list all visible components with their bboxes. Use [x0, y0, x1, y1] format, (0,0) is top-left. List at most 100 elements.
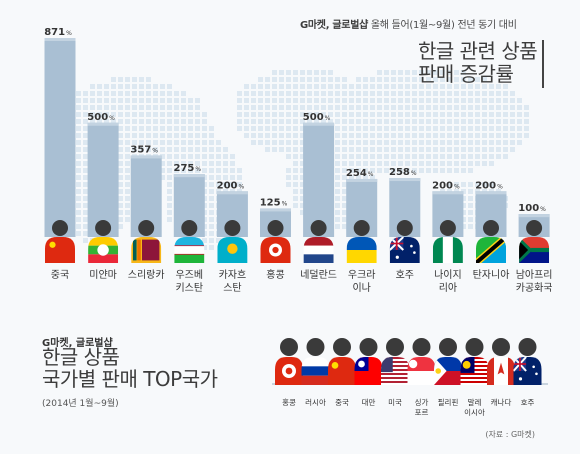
bar-value-unit: %: [411, 170, 417, 177]
map-dot: [125, 84, 130, 89]
bar-value-label: 200%: [217, 180, 245, 191]
map-dot: [300, 84, 305, 89]
map-dot: [412, 154, 417, 159]
map-dot: [153, 147, 158, 152]
map-dot: [475, 133, 480, 138]
map-dot: [97, 112, 102, 117]
map-dot: [370, 161, 375, 166]
map-dot: [419, 77, 424, 82]
person-uzbekistan: [174, 220, 205, 263]
map-dot: [482, 154, 487, 159]
map-dot: [174, 168, 179, 173]
person-head: [138, 220, 155, 236]
map-dot: [83, 196, 88, 201]
map-dot: [167, 217, 172, 222]
map-dot: [475, 126, 480, 131]
map-dot: [503, 112, 508, 117]
map-dot: [76, 133, 81, 138]
map-dot: [104, 105, 109, 110]
person-ukraine: [346, 220, 377, 263]
map-dot: [370, 105, 375, 110]
map-dot: [160, 140, 165, 145]
map-dot: [111, 112, 116, 117]
map-dot: [447, 147, 452, 152]
map-dot: [167, 168, 172, 173]
map-dot: [454, 140, 459, 145]
map-dot: [188, 140, 193, 145]
map-dot: [503, 154, 508, 159]
map-dot: [356, 161, 361, 166]
map-dot: [482, 84, 487, 89]
bar-value-label: 100%: [518, 203, 546, 214]
map-dot: [447, 140, 452, 145]
map-dot: [125, 140, 130, 145]
map-dot: [146, 147, 151, 152]
map-dot: [468, 105, 473, 110]
map-dot: [118, 77, 123, 82]
bar-top: [303, 122, 335, 126]
map-dot: [328, 119, 333, 124]
map-dot: [251, 119, 256, 124]
map-dot: [244, 133, 249, 138]
map-dot: [286, 91, 291, 96]
map-dot: [342, 77, 347, 82]
map-dot: [160, 175, 165, 180]
map-dot: [524, 119, 529, 124]
map-dot: [118, 91, 123, 96]
map-dot: [76, 140, 81, 145]
map-dot: [188, 133, 193, 138]
map-dot: [293, 126, 298, 131]
map-dot: [153, 133, 158, 138]
map-dot: [307, 119, 312, 124]
map-dot: [447, 70, 452, 75]
map-dot: [139, 119, 144, 124]
map-dot: [454, 161, 459, 166]
bar-value-unit: %: [66, 30, 72, 37]
map-dot: [83, 182, 88, 187]
map-dot: [496, 105, 501, 110]
map-dot: [174, 133, 179, 138]
map-dot: [125, 119, 130, 124]
map-dot: [174, 119, 179, 124]
person-head: [412, 338, 431, 356]
map-dot: [279, 147, 284, 152]
map-dot: [272, 112, 277, 117]
map-dot: [391, 112, 396, 117]
map-dot: [482, 147, 487, 152]
map-dot: [328, 84, 333, 89]
map-dot: [447, 84, 452, 89]
bar-value-label: 275%: [174, 163, 202, 174]
map-dot: [160, 147, 165, 152]
map-dot: [482, 182, 487, 187]
map-dot: [167, 140, 172, 145]
map-dot: [405, 140, 410, 145]
map-dot: [349, 168, 354, 173]
map-dot: [167, 189, 172, 194]
map-dot: [202, 140, 207, 145]
map-dot: [454, 91, 459, 96]
map-dot: [335, 182, 340, 187]
map-dot: [363, 140, 368, 145]
map-dot: [342, 147, 347, 152]
category-label: 탄자니아: [473, 269, 510, 281]
map-dot: [510, 126, 515, 131]
map-dot: [510, 91, 515, 96]
map-dot: [349, 126, 354, 131]
map-dot: [461, 91, 466, 96]
map-dot: [174, 147, 179, 152]
map-dot: [293, 119, 298, 124]
person-myanmar: [88, 220, 119, 263]
map-dot: [202, 126, 207, 131]
bar-value-label: 500%: [87, 112, 115, 123]
map-dot: [118, 189, 123, 194]
map-dot: [335, 133, 340, 138]
map-dot: [251, 126, 256, 131]
map-dot: [370, 77, 375, 82]
map-dot: [293, 70, 298, 75]
map-dot: [475, 98, 480, 103]
map-dot: [454, 182, 459, 187]
map-dot: [76, 147, 81, 152]
map-dot: [461, 168, 466, 173]
map-dot: [153, 98, 158, 103]
map-dot: [83, 147, 88, 152]
